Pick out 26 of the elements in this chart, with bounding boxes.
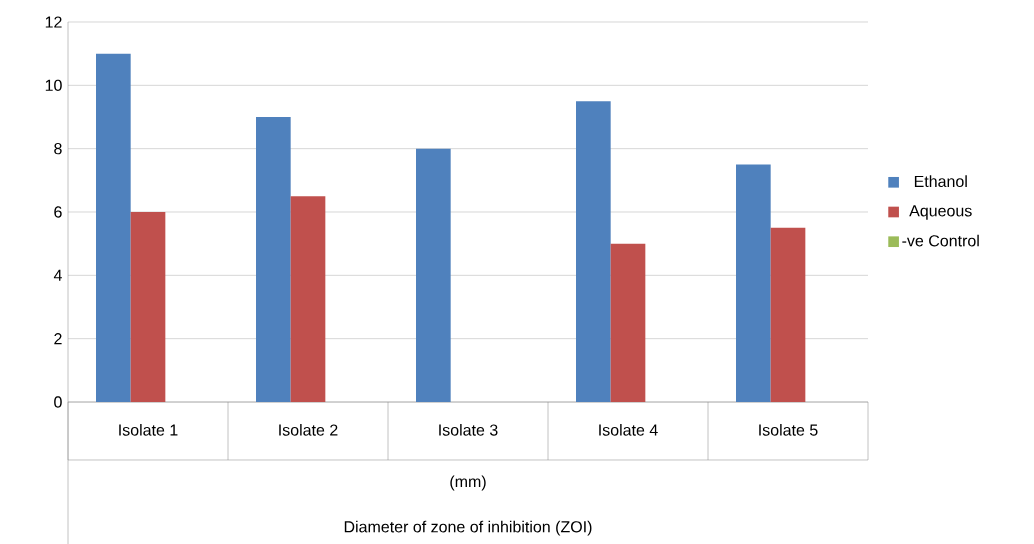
bar (610, 243, 646, 402)
text: Diameter of zone of inhibition (ZOI) (344, 520, 592, 536)
x-tick-label: Isolate 5 (759, 423, 818, 436)
x-tick-label: Isolate 2 (279, 423, 338, 436)
text: (mm) (450, 475, 486, 491)
bar (416, 148, 451, 402)
y-tick-label: 0 (54, 396, 62, 408)
legend-label: Ethanol (914, 175, 967, 188)
bar (576, 101, 611, 402)
x-tick-label: Isolate 1 (119, 423, 178, 436)
bar (256, 117, 291, 402)
y-tick-label: 2 (54, 333, 62, 345)
bar (130, 212, 166, 402)
x-tick-label: Isolate 3 (439, 423, 498, 436)
bar (736, 164, 771, 402)
bar (770, 227, 806, 402)
bar (290, 196, 326, 402)
y-tick-label: 10 (45, 79, 62, 91)
legend-label: Aqueous (909, 205, 972, 220)
x-tick-label: Isolate 4 (599, 423, 658, 436)
y-tick-label: 8 (54, 143, 62, 155)
y-tick-label: 6 (54, 206, 62, 218)
bar (96, 53, 131, 402)
legend-label: -ve Control (902, 234, 979, 247)
y-tick-label: 4 (53, 269, 62, 281)
y-tick-label: 12 (45, 16, 62, 28)
